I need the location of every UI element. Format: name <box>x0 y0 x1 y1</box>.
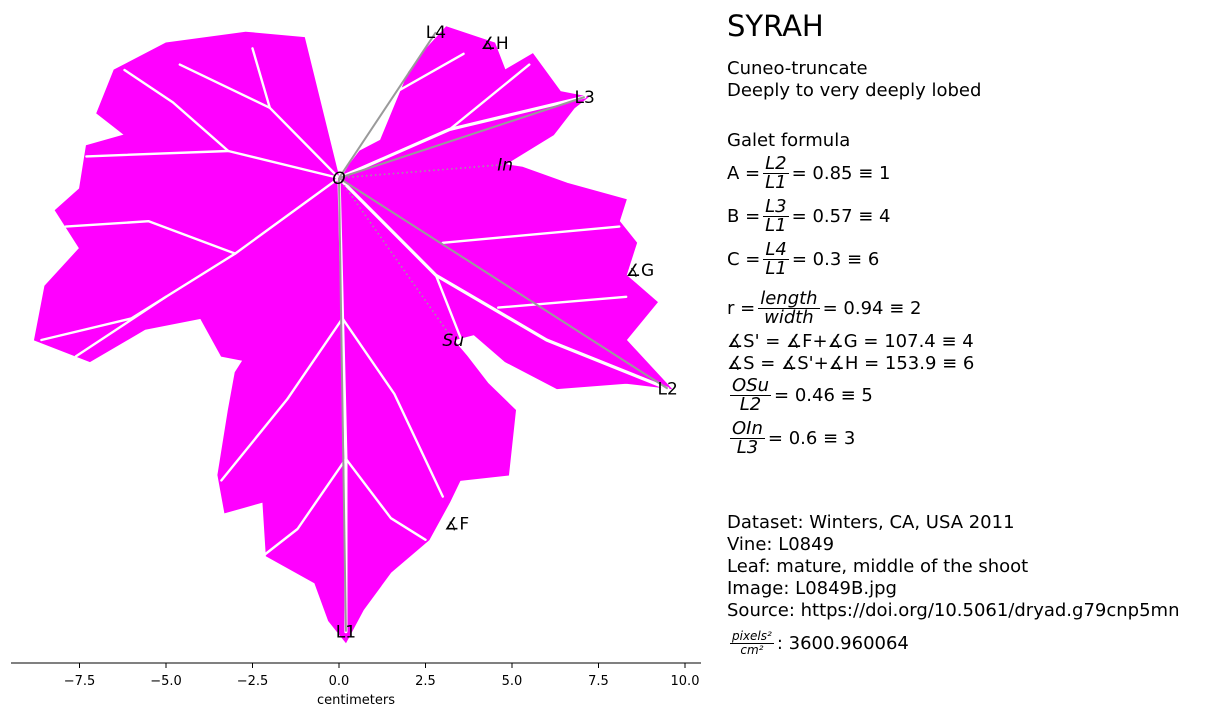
vein-18 <box>251 47 271 110</box>
vein-17 <box>123 68 230 153</box>
lobing-text: Deeply to very deeply lobed <box>727 80 982 101</box>
landmark-su: Su <box>442 331 464 351</box>
formula-osu: OSu L2 = 0.46 ≡ 5 <box>730 375 873 415</box>
landmark-l4: L4 <box>426 23 446 43</box>
vein-12 <box>497 295 628 309</box>
vein-4 <box>40 176 341 342</box>
vein-1 <box>337 176 670 391</box>
vein-14 <box>448 63 531 131</box>
formula-s-prime: ∡S' = ∡F+∡G = 107.4 ≡ 4 <box>727 330 974 352</box>
landmark-l3: L3 <box>575 88 595 108</box>
x-tick-label: 0.0 <box>329 674 350 689</box>
vein-9 <box>341 317 444 498</box>
landmark-in: In <box>497 156 513 176</box>
vein-8 <box>261 457 348 558</box>
angle-label-f: ∡F <box>444 515 469 535</box>
dataset-text: Dataset: Winters, CA, USA 2011 <box>727 512 1015 533</box>
cultivar-title: SYRAH <box>727 9 824 43</box>
x-axis-label: centimeters <box>317 693 395 708</box>
landmark-l1: L1 <box>336 623 356 643</box>
landmark-label-layer: O L1 L2 L3 L4 In Su ∡H ∡G ∡F <box>332 23 678 642</box>
formula-r: r = length width = 0.94 ≡ 2 <box>727 288 922 328</box>
vein-13 <box>441 225 621 245</box>
formula-s: ∡S = ∡S'+∡H = 153.9 ≡ 6 <box>727 352 975 374</box>
angle-label-h: ∡H <box>481 34 509 54</box>
measure-line-0 <box>338 177 347 632</box>
x-tick-label: −2.5 <box>237 674 269 689</box>
landmark-o: O <box>332 169 345 189</box>
vein-10 <box>344 457 427 541</box>
formula-oin: OIn L3 = 0.6 ≡ 3 <box>730 418 856 458</box>
formula-a: A = L2 L1 = 0.85 ≡ 1 <box>727 153 891 193</box>
x-tick-label: 10.0 <box>671 674 700 689</box>
leaf-shape-text: Cuneo-truncate <box>727 58 868 79</box>
vein-16 <box>74 295 168 358</box>
leaf-text: Leaf: mature, middle of the shoot <box>727 556 1029 577</box>
landmark-l2: L2 <box>658 380 678 400</box>
pixel-scale: pixels² cm² : 3600.960064 <box>730 629 909 657</box>
x-tick-label: −7.5 <box>64 674 96 689</box>
vine-text: Vine: L0849 <box>727 534 835 555</box>
x-axis: −7.5 −5.0 −2.5 0.0 2.5 5.0 7.5 10.0 <box>11 662 701 689</box>
angle-label-g: ∡G <box>626 261 654 281</box>
source-text: Source: https://doi.org/10.5061/dryad.g7… <box>727 600 1180 621</box>
galet-heading: Galet formula <box>727 130 851 151</box>
measure-layer <box>338 31 669 632</box>
vein-7 <box>220 317 344 482</box>
info-panel: SYRAH Cuneo-truncate Deeply to very deep… <box>727 8 1222 665</box>
leaf-plot: O L1 L2 L3 L4 In Su ∡H ∡G ∡F −7.5 −5.0 −2.5 0.0 2.5 5.… <box>11 23 701 708</box>
dotted-line-1 <box>338 177 454 341</box>
formula-c: C = L4 L1 = 0.3 ≡ 6 <box>727 239 880 279</box>
measure-line-3 <box>338 31 437 179</box>
dotted-line-0 <box>338 163 506 179</box>
formula-b: B = L3 L1 = 0.57 ≡ 4 <box>727 196 891 236</box>
vein-19 <box>386 52 465 99</box>
vein-15 <box>64 219 237 255</box>
image-text: Image: L0849B.jpg <box>727 578 897 599</box>
x-tick-label: 2.5 <box>415 674 436 689</box>
x-tick-label: 7.5 <box>588 674 609 689</box>
measure-line-1 <box>338 177 669 390</box>
x-tick-label: −5.0 <box>150 674 182 689</box>
measure-line-2 <box>338 96 586 179</box>
x-tick-label: 5.0 <box>502 674 523 689</box>
vein-11 <box>434 274 465 347</box>
